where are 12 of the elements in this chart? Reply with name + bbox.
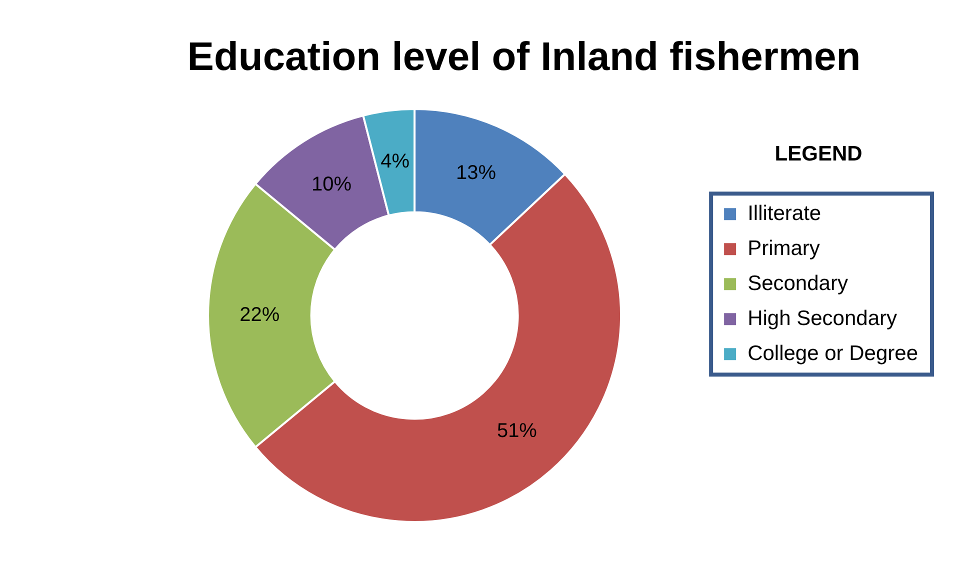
legend-label: College or Degree (748, 342, 918, 365)
data-label: 10% (312, 173, 352, 196)
data-label: 13% (456, 162, 496, 184)
legend-label: Illiterate (748, 202, 822, 225)
legend-title: LEGEND (774, 142, 862, 166)
legend-label: High Secondary (748, 306, 898, 330)
chart-title: Education level of Inland fishermen (187, 35, 861, 80)
legend-label: Primary (748, 236, 820, 260)
data-label: 51% (496, 420, 538, 442)
data-label: 4% (380, 150, 410, 172)
legend-label: Secondary (748, 272, 848, 295)
data-label: 22% (240, 304, 280, 326)
